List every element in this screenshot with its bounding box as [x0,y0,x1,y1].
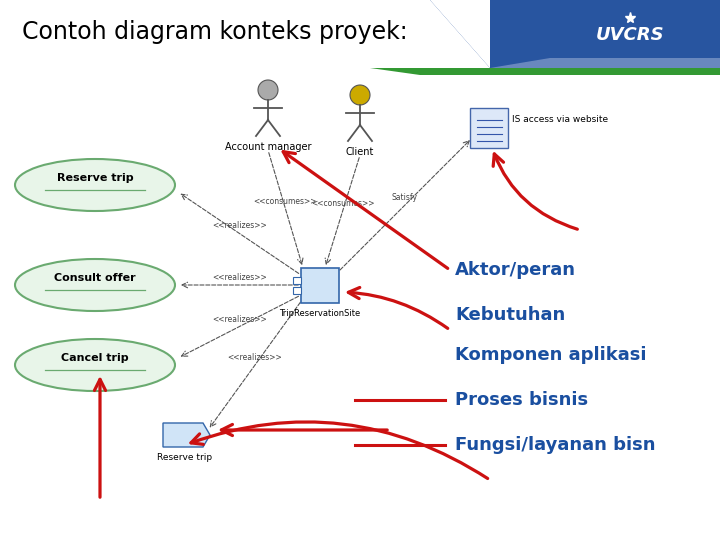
Text: Cancel trip: Cancel trip [61,353,129,363]
Circle shape [258,80,278,100]
Text: TripReservationSite: TripReservationSite [279,308,361,318]
Text: <<realizes>>: <<realizes>> [212,273,267,282]
Text: Fungsi/layanan bisn: Fungsi/layanan bisn [455,436,655,454]
Text: Komponen aplikasi: Komponen aplikasi [455,346,647,364]
FancyBboxPatch shape [470,108,508,148]
Text: Account manager: Account manager [225,142,311,152]
Text: Contoh diagram konteks proyek:: Contoh diagram konteks proyek: [22,20,408,44]
Text: <<realizes>>: <<realizes>> [212,221,267,231]
FancyBboxPatch shape [293,277,301,284]
Text: Aktor/peran: Aktor/peran [455,261,576,279]
Text: IS access via website: IS access via website [512,116,608,125]
Text: Client: Client [346,147,374,157]
Text: Reserve trip: Reserve trip [57,173,133,183]
Text: Satisfy: Satisfy [392,193,418,202]
Ellipse shape [15,259,175,311]
Ellipse shape [15,339,175,391]
FancyBboxPatch shape [293,287,301,294]
Text: <<realizes>>: <<realizes>> [212,314,267,323]
Text: <<realizes>>: <<realizes>> [228,353,282,362]
Text: <<consumes>>: <<consumes>> [253,197,318,206]
Text: Proses bisnis: Proses bisnis [455,391,588,409]
Text: Reserve trip: Reserve trip [158,453,212,462]
Text: Kebutuhan: Kebutuhan [455,306,565,324]
FancyBboxPatch shape [301,267,339,302]
Polygon shape [370,68,720,75]
Text: <<consumes>>: <<consumes>> [311,199,374,208]
Text: UVCRS: UVCRS [595,26,665,44]
Circle shape [350,85,370,105]
Polygon shape [430,0,490,68]
Text: Consult offer: Consult offer [54,273,136,283]
Polygon shape [430,0,720,68]
Polygon shape [490,58,720,68]
Ellipse shape [15,159,175,211]
Polygon shape [163,423,210,447]
